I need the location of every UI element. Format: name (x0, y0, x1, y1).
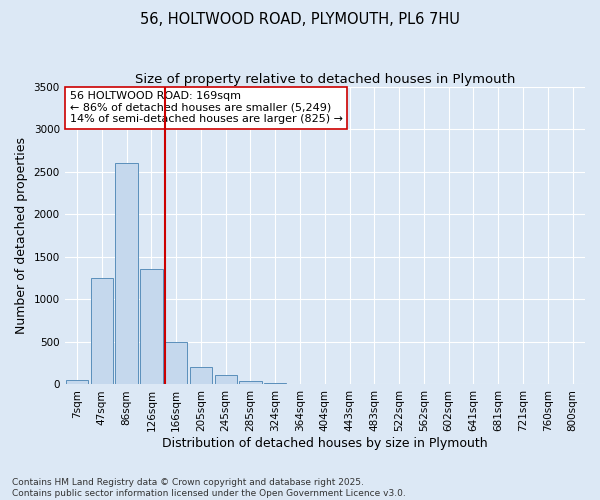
Bar (215, 375, 237, 384)
Bar (66, 380, 88, 384)
Bar (264, 383, 286, 384)
Bar (91, 278, 113, 384)
Bar (239, 381, 262, 384)
Bar (190, 368, 212, 384)
Y-axis label: Number of detached properties: Number of detached properties (15, 137, 28, 334)
Text: Contains HM Land Registry data © Crown copyright and database right 2025.
Contai: Contains HM Land Registry data © Crown c… (12, 478, 406, 498)
Bar (140, 268, 163, 384)
Text: 56 HOLTWOOD ROAD: 169sqm
← 86% of detached houses are smaller (5,249)
14% of sem: 56 HOLTWOOD ROAD: 169sqm ← 86% of detach… (70, 91, 343, 124)
X-axis label: Distribution of detached houses by size in Plymouth: Distribution of detached houses by size … (162, 437, 488, 450)
Title: Size of property relative to detached houses in Plymouth: Size of property relative to detached ho… (134, 72, 515, 86)
Bar (115, 163, 138, 384)
Bar (165, 342, 187, 384)
Text: 56, HOLTWOOD ROAD, PLYMOUTH, PL6 7HU: 56, HOLTWOOD ROAD, PLYMOUTH, PL6 7HU (140, 12, 460, 28)
